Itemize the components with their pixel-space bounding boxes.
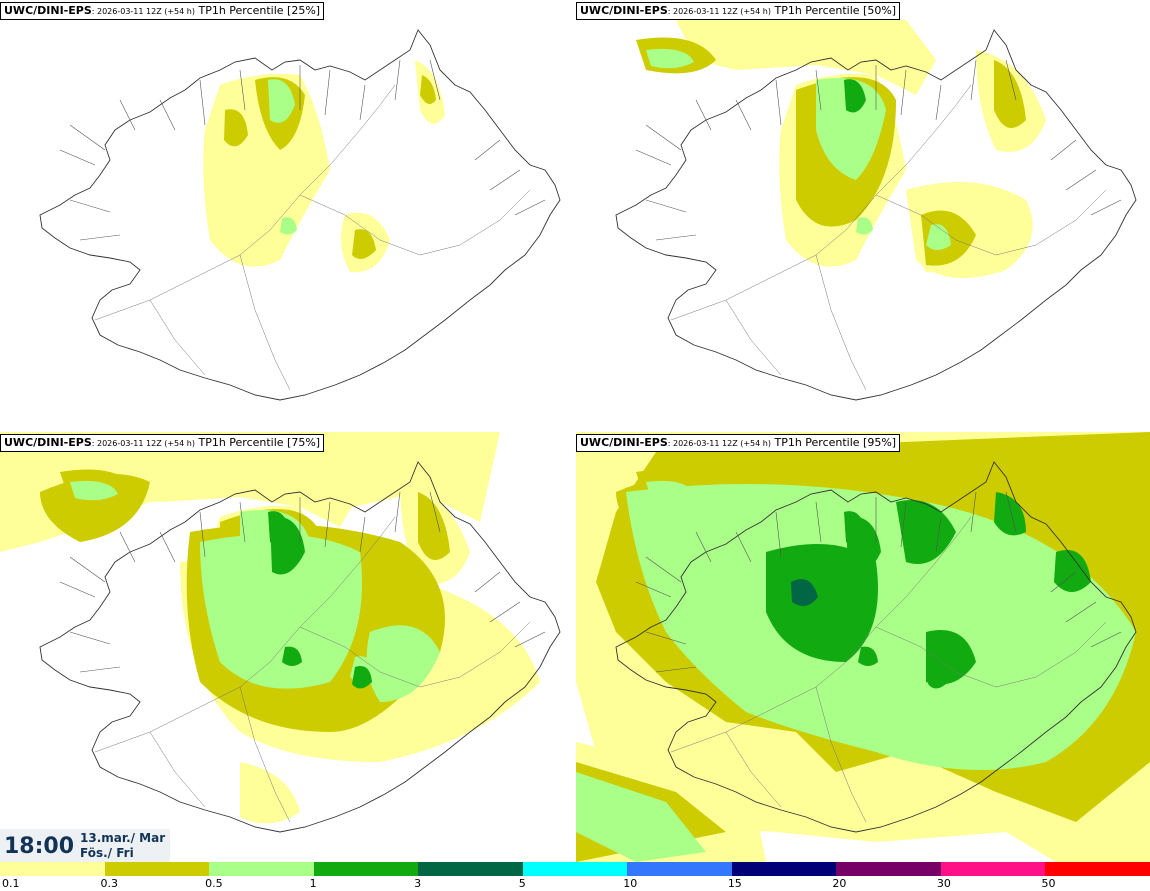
colorbar-ticks: 0.1 0.3 0.5 1 3 5 10 15 20 30 50	[0, 876, 1150, 891]
precip-area	[420, 75, 436, 104]
precip-area	[816, 78, 886, 180]
map-panel-p50: UWC/DINI-EPS: 2026-03-11 12Z (+54 h) TP1…	[576, 0, 1150, 430]
fjord-lines	[59, 491, 546, 673]
precip-area	[352, 229, 376, 259]
precip-area	[576, 772, 706, 862]
valid-time-box: 18:00 13.mar./ Mar Fös./ Fri	[0, 829, 170, 862]
precip-area	[896, 500, 956, 564]
precip-area	[858, 646, 878, 666]
panel-title: UWC/DINI-EPS: 2026-03-11 12Z (+54 h) TP1…	[0, 434, 325, 452]
valid-weekday: Fös./ Fri	[80, 846, 134, 860]
road-lines	[670, 516, 1107, 823]
colorbar-swatch	[418, 862, 523, 876]
map-panel-p25: UWC/DINI-EPS: 2026-03-11 12Z (+54 h) TP1…	[0, 0, 574, 430]
colorbar-swatch	[1045, 862, 1150, 876]
precip-area	[994, 60, 1026, 128]
iceland-coastline	[615, 29, 1137, 401]
precip-area	[418, 492, 450, 560]
colorbar-swatch	[0, 862, 105, 876]
panel-title: UWC/DINI-EPS: 2026-03-11 12Z (+54 h) TP1…	[576, 2, 901, 20]
colorbar-tick-label: 20	[832, 877, 847, 890]
precip-area	[268, 79, 295, 123]
precip-area	[1054, 550, 1091, 592]
precip-area	[270, 516, 305, 575]
precip-area	[282, 646, 302, 666]
precip-area	[791, 579, 818, 606]
road-lines	[670, 84, 1107, 391]
colorbar-tick-label: 0.5	[205, 877, 223, 890]
colorbar-tick-label: 0.3	[100, 877, 119, 890]
fjord-lines	[635, 59, 1122, 241]
colorbar-swatch	[731, 862, 837, 876]
precip-area	[926, 630, 976, 685]
precip-area	[240, 762, 300, 824]
colorbar-tick-label: 1	[309, 877, 317, 890]
colorbar-tick-label: 0.1	[2, 877, 20, 890]
colorbar-tick-label: 30	[936, 877, 951, 890]
colorbar-swatch	[940, 862, 1046, 876]
colorbar-swatch	[522, 862, 628, 876]
colorbar-swatch	[209, 862, 314, 876]
precip-area	[994, 492, 1026, 536]
fjord-lines	[635, 491, 1122, 673]
precip-area	[844, 79, 866, 113]
precip-map	[39, 29, 561, 401]
precip-map	[576, 432, 1150, 862]
colorbar-swatch	[313, 862, 419, 876]
precip-area	[352, 666, 372, 689]
precip-area	[70, 480, 118, 501]
precip-area	[40, 474, 150, 542]
panel-title: UWC/DINI-EPS: 2026-03-11 12Z (+54 h) TP1…	[0, 2, 325, 20]
colorbar-tick-label: 3	[414, 877, 422, 890]
precip-area	[676, 20, 936, 95]
precip-area	[200, 534, 362, 689]
iceland-coastline	[39, 461, 561, 833]
precip-area	[646, 48, 694, 69]
precip-area	[0, 432, 500, 552]
iceland-coastline	[39, 29, 561, 401]
map-panel-p75: UWC/DINI-EPS: 2026-03-11 12Z (+54 h) TP1…	[0, 432, 574, 862]
colorbar-tick-label: 5	[518, 877, 526, 890]
precip-area	[926, 224, 951, 250]
colorbar-tick-label: 50	[1041, 877, 1056, 890]
iceland-coastline	[615, 461, 1137, 833]
map-panel-p95: UWC/DINI-EPS: 2026-03-11 12Z (+54 h) TP1…	[576, 432, 1150, 862]
colorbar-swatch	[104, 862, 210, 876]
colorbar-swatch	[836, 862, 941, 876]
fjord-lines	[59, 59, 546, 241]
valid-date: 13.mar./ Mar	[80, 831, 166, 845]
precip-area	[766, 544, 878, 662]
precip-area	[224, 109, 248, 147]
colorbar-tick-label: 15	[727, 877, 742, 890]
road-lines	[94, 84, 531, 391]
colorbar-tick-label: 10	[623, 877, 638, 890]
precip-area	[280, 217, 297, 235]
precip-map	[615, 20, 1137, 401]
valid-time-clock: 18:00	[4, 834, 75, 859]
colorbar-swatch	[627, 862, 732, 876]
panel-title: UWC/DINI-EPS: 2026-03-11 12Z (+54 h) TP1…	[576, 434, 901, 452]
precip-area	[366, 625, 440, 702]
precip-area	[856, 217, 873, 235]
precip-map	[0, 432, 561, 833]
precip-area	[626, 484, 1136, 770]
precip-colorbar	[0, 862, 1150, 876]
road-lines	[94, 516, 531, 823]
